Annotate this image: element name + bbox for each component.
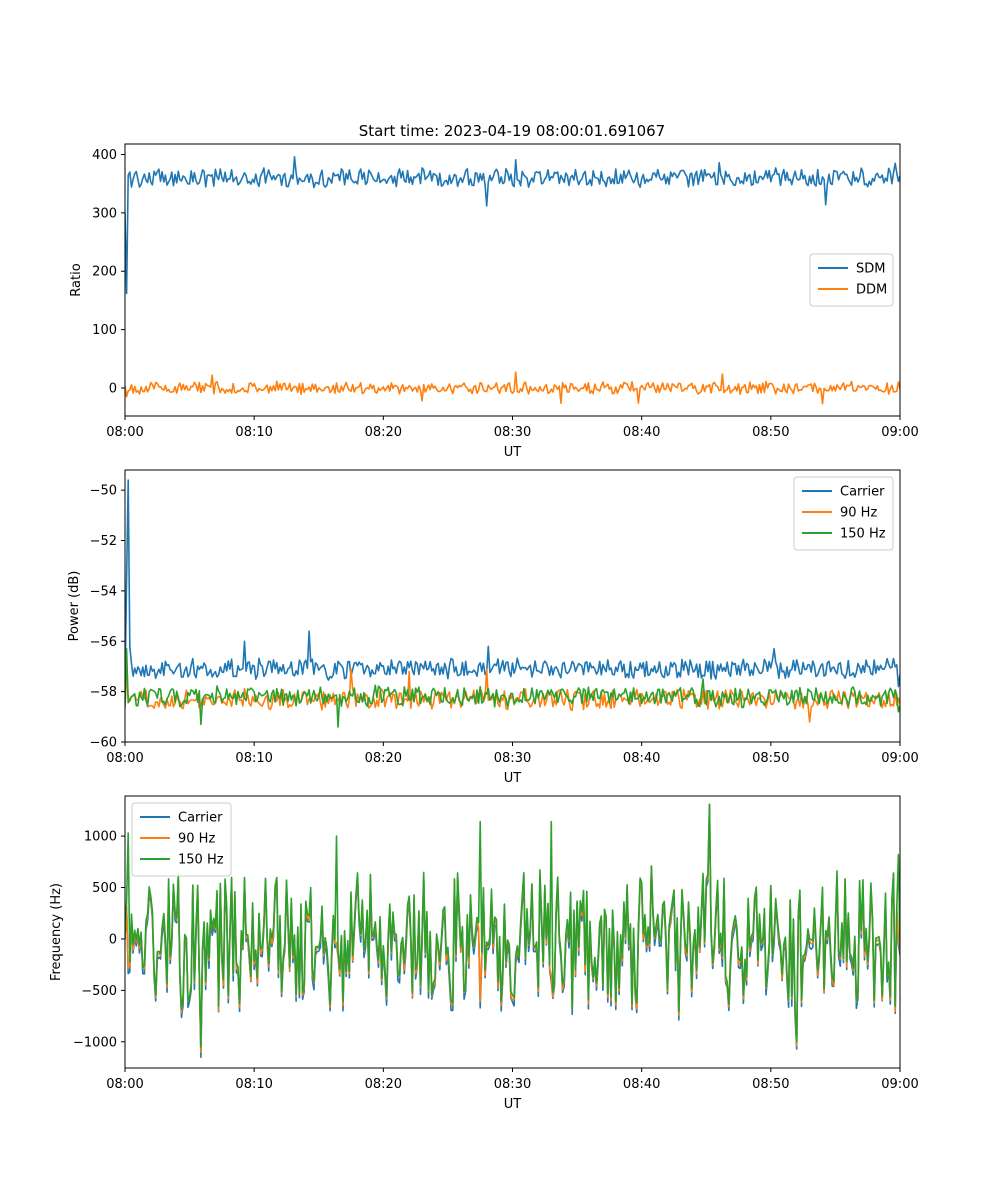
y-tick-label: −50 [90,484,117,499]
x-tick-label: 08:10 [235,751,272,766]
x-tick-label: 08:50 [752,425,789,440]
x-axis-label: UT [504,1097,522,1112]
figure-title: Start time: 2023-04-19 08:00:01.691067 [359,122,665,140]
x-tick-label: 08:10 [235,1077,272,1092]
legend-label: 90 Hz [840,506,877,521]
x-tick-label: 08:00 [106,751,143,766]
legend-label: SDM [856,262,885,277]
y-axis-label: Frequency (Hz) [49,883,64,981]
y-tick-label: −54 [90,584,117,599]
y-axis-label: Ratio [69,263,84,296]
y-tick-label: −56 [90,635,117,650]
chart-panel-1: 08:00 08:10 08:20 08:30 08:40 08:50 09:00 UT 0 10… [69,143,919,460]
y-tick-label: 0 [109,932,117,947]
x-tick-label: 08:40 [623,751,660,766]
x-axis-label: UT [504,771,522,786]
legend-label: 90 Hz [178,832,215,847]
x-tick-label: 08:50 [752,1077,789,1092]
y-tick-label: 100 [92,323,117,338]
y-tick-label: −52 [90,534,117,549]
x-tick-label: 08:30 [494,425,531,440]
y-tick-label: −60 [90,736,117,751]
x-axis-label: UT [504,445,522,460]
series-line-1-1 [125,156,900,295]
y-tick-label: 0 [109,381,117,396]
x-tick-label: 08:30 [494,751,531,766]
y-tick-label: 300 [92,206,117,221]
series-line-1-2 [125,371,900,405]
x-tick-label: 08:00 [106,1077,143,1092]
x-tick-label: 08:20 [365,751,402,766]
x-tick-label: 08:40 [623,425,660,440]
legend-label: 150 Hz [840,527,886,542]
y-tick-label: 400 [92,148,117,163]
legend-label: Carrier [840,485,885,500]
x-tick-label: 08:50 [752,751,789,766]
x-tick-label: 09:00 [881,751,918,766]
y-axis-label: Power (dB) [67,571,82,642]
legend-label: DDM [856,283,887,298]
y-tick-label: −1000 [73,1035,117,1050]
x-tick-label: 08:10 [235,425,272,440]
y-tick-label: 500 [92,881,117,896]
y-tick-label: −58 [90,685,117,700]
y-tick-label: −500 [81,984,117,999]
series-line-2-3 [125,648,900,728]
x-tick-label: 08:20 [365,425,402,440]
legend: SDM DDM [809,253,894,307]
legend: Carrier 90 Hz 150 Hz [131,802,232,877]
chart-panel-3: 08:00 08:10 08:20 08:30 08:40 08:50 09:00 UT −10… [49,795,919,1112]
series-line-3-3 [125,803,900,1048]
x-tick-label: 08:40 [623,1077,660,1092]
x-tick-label: 08:20 [365,1077,402,1092]
y-tick-label: 200 [92,265,117,280]
y-tick-label: 1000 [84,830,117,845]
series-line-3-2 [125,804,900,1053]
x-tick-label: 08:00 [106,425,143,440]
legend-label: 150 Hz [178,853,224,868]
legend: Carrier 90 Hz 150 Hz [793,476,894,551]
x-tick-label: 09:00 [881,1077,918,1092]
legend-label: Carrier [178,811,223,826]
x-tick-label: 09:00 [881,425,918,440]
chart-panel-2: 08:00 08:10 08:20 08:30 08:40 08:50 09:00 UT −60… [67,469,919,786]
x-tick-label: 08:30 [494,1077,531,1092]
series-line-2-1 [125,479,900,688]
